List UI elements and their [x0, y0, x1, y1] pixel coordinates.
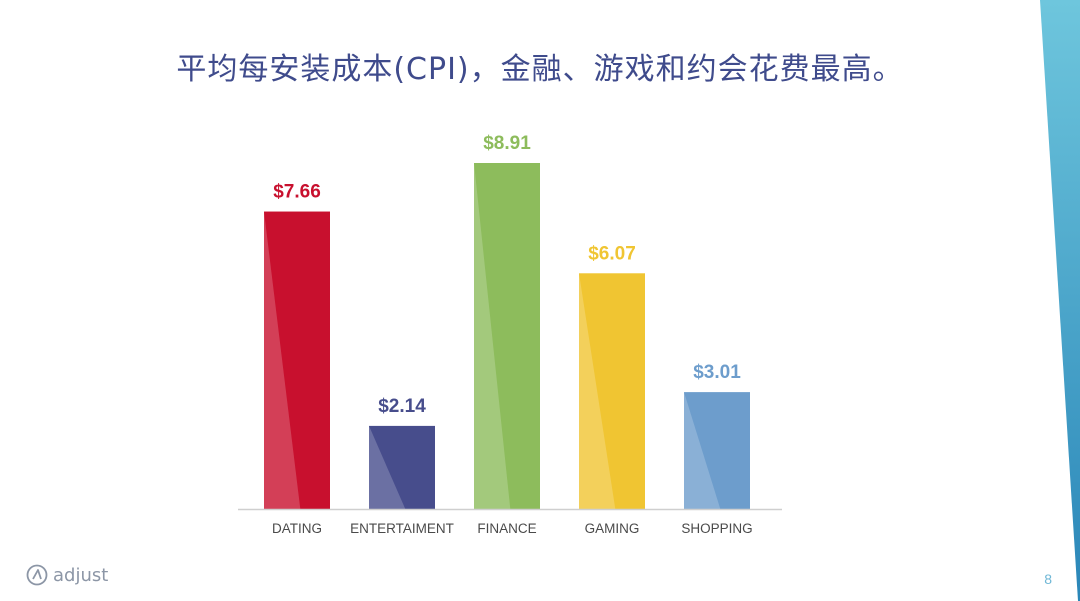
category-label-gaming: GAMING	[585, 521, 640, 536]
bar-dating	[264, 211, 330, 510]
bar-gaming	[579, 273, 645, 509]
adjust-logo-text: adjust	[53, 564, 109, 586]
value-label-finance: $8.91	[483, 133, 531, 154]
bar-shading-gaming	[579, 273, 616, 509]
value-label-shopping: $3.01	[693, 362, 741, 383]
category-label-entertaiment: ENTERTAIMENT	[350, 521, 454, 536]
adjust-logo: adjust	[26, 562, 108, 588]
category-label-shopping: SHOPPING	[681, 521, 752, 536]
value-label-entertaiment: $2.14	[378, 396, 426, 417]
adjust-logo-icon	[26, 564, 48, 586]
category-label-finance: FINANCE	[477, 521, 536, 536]
bar-finance	[474, 163, 540, 509]
side-accent-stripe	[1040, 0, 1080, 601]
category-label-dating: DATING	[272, 521, 322, 536]
slide-title: 平均每安装成本(CPI)，金融、游戏和约会花费最高。	[176, 52, 904, 87]
bar-shopping	[684, 392, 750, 509]
bar-shading-finance	[474, 163, 511, 509]
value-label-gaming: $6.07	[588, 243, 636, 264]
page-number: 8	[1044, 571, 1052, 587]
bar-shading-dating	[264, 211, 301, 510]
bar-shading-shopping	[684, 392, 721, 509]
bar-entertaiment	[369, 425, 435, 509]
value-label-dating: $7.66	[273, 182, 321, 203]
bar-shading-entertaiment	[369, 425, 406, 509]
